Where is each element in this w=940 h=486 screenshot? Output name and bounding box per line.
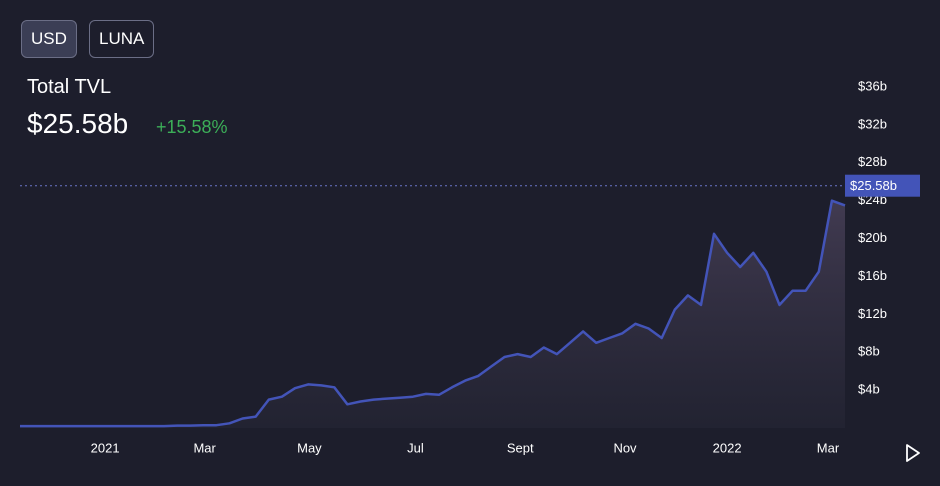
current-label: $25.58b (850, 178, 897, 193)
x-tick-label: Nov (613, 440, 637, 455)
change: +15.58% (156, 117, 228, 137)
x-tick-label: Mar (193, 440, 216, 455)
luna-button[interactable]: LUNA (89, 20, 155, 58)
y-tick-label: $20b (858, 230, 887, 245)
usd-button[interactable]: USD (21, 20, 77, 58)
x-tick-label: May (297, 440, 322, 455)
play-button[interactable] (906, 444, 920, 462)
current-badge (845, 174, 920, 197)
x-tick-label: 2021 (91, 440, 120, 455)
area-fill (20, 200, 845, 428)
x-tick-label: Mar (817, 440, 840, 455)
x-tick-label: 2022 (713, 440, 742, 455)
x-tick-label: Sept (507, 440, 534, 455)
y-tick-label: $4b (858, 382, 880, 397)
y-tick-label: $28b (858, 154, 887, 169)
chart-title: Total TVL (27, 76, 112, 98)
y-tick-label: $8b (858, 344, 880, 359)
current-value: $25.58b (27, 108, 129, 139)
y-tick-label: $16b (858, 268, 887, 283)
x-tick-label: Jul (407, 440, 424, 455)
line (20, 199, 846, 428)
y-tick-label: $36b (858, 78, 887, 93)
y-tick-label: $12b (858, 306, 887, 321)
y-tick-label: $32b (858, 116, 887, 131)
